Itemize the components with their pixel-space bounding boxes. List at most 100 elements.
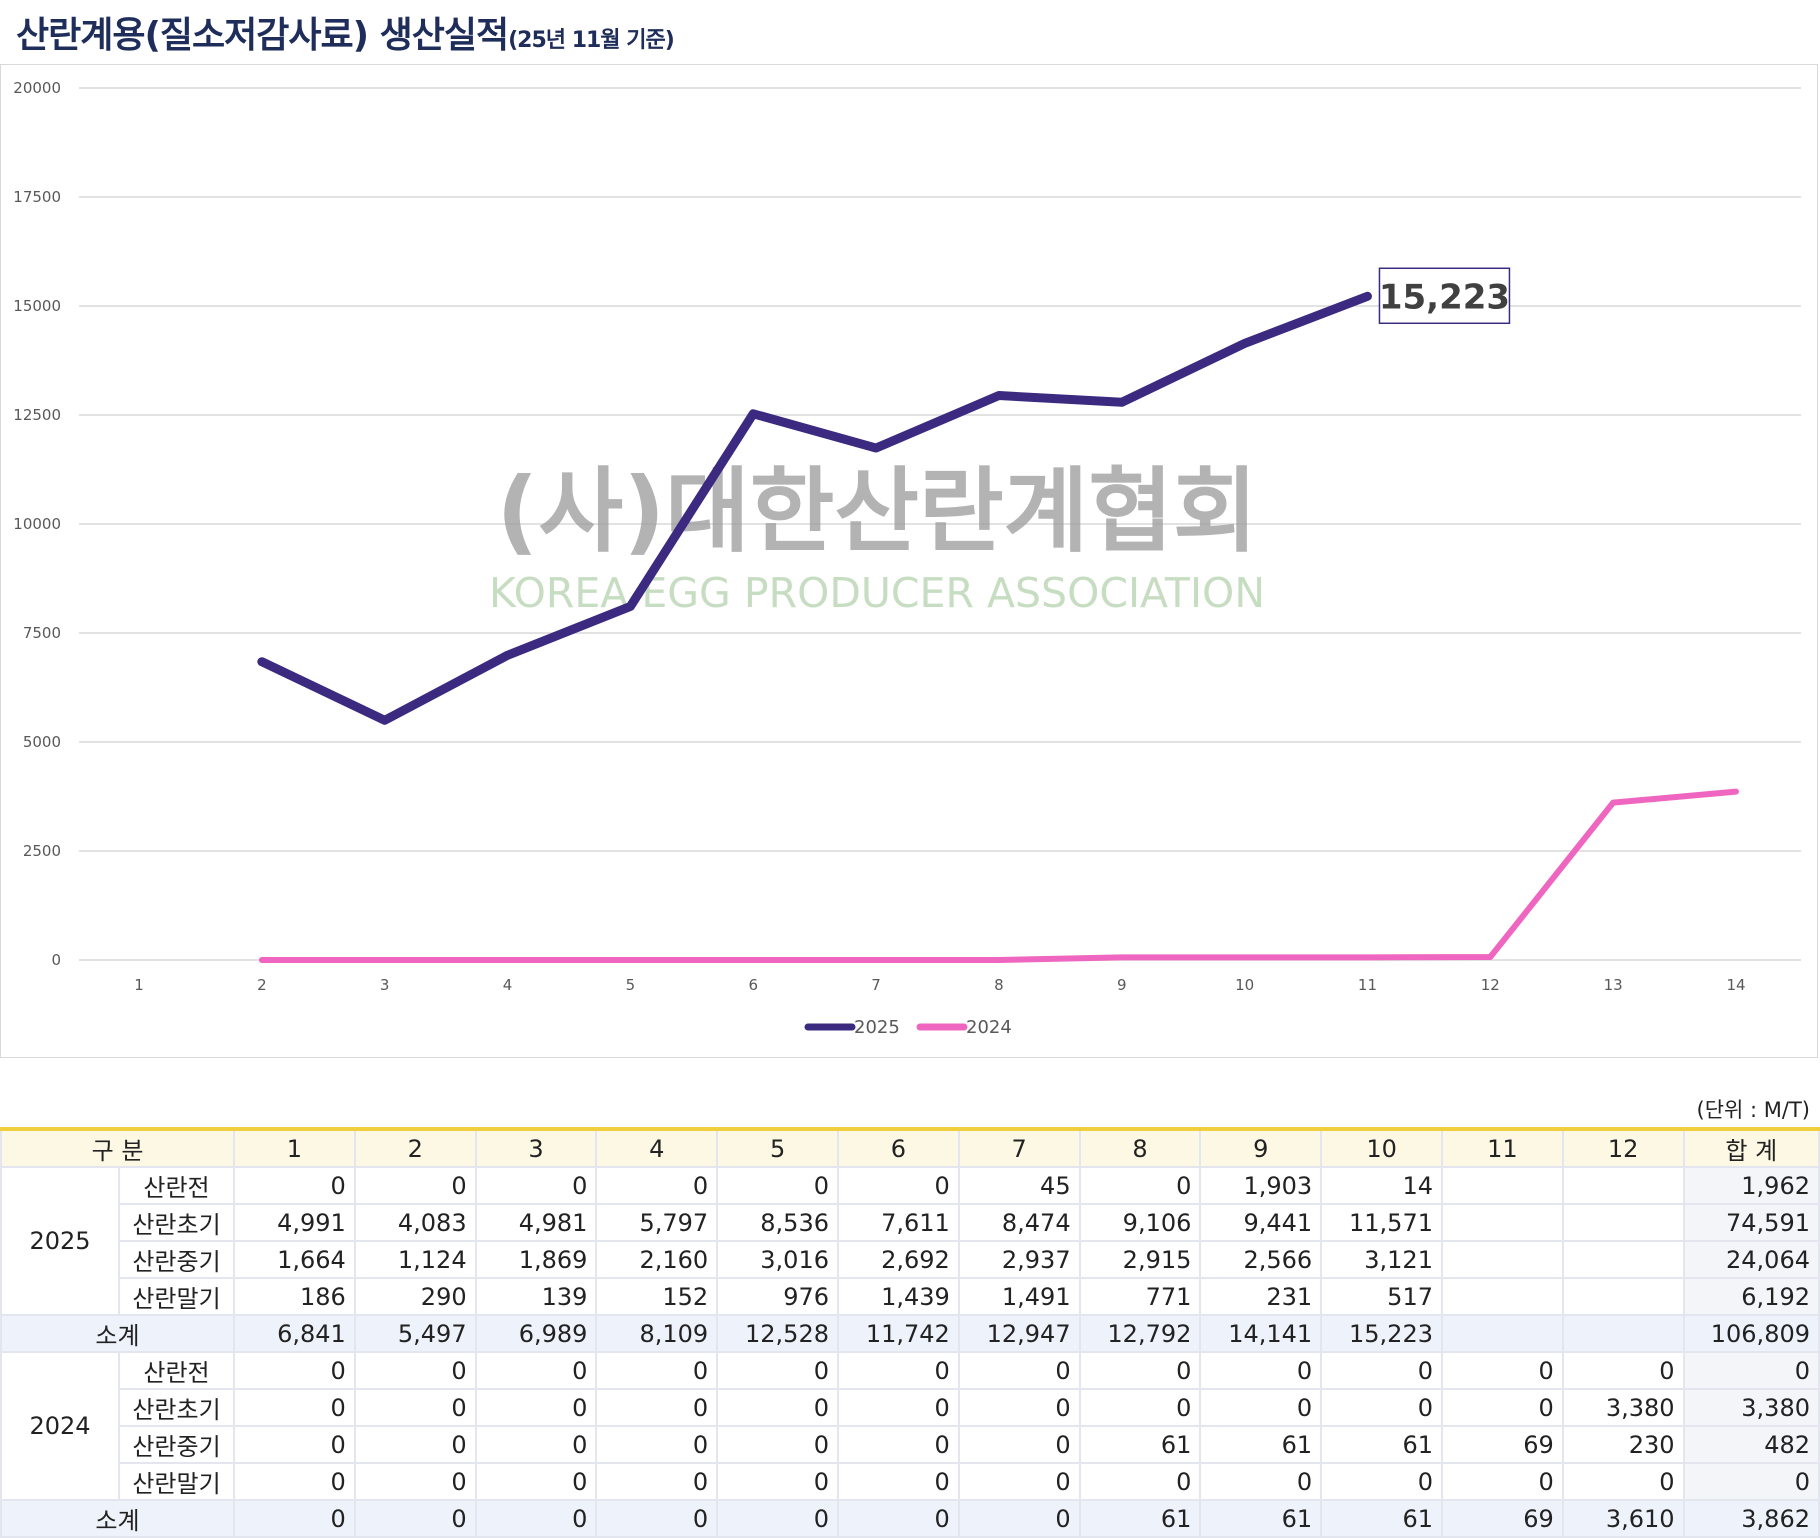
- value-cell: 0: [717, 1463, 838, 1500]
- value-cell: 61: [1080, 1426, 1201, 1463]
- value-cell: 0: [596, 1389, 717, 1426]
- value-cell: 0: [1684, 1463, 1819, 1500]
- value-cell: 0: [717, 1352, 838, 1389]
- value-cell: 4,083: [355, 1204, 476, 1241]
- year-cell: 2024: [1, 1352, 119, 1500]
- x-tick-label: 6: [748, 976, 758, 994]
- value-cell: 0: [234, 1389, 355, 1426]
- y-tick-label: 5000: [23, 733, 61, 751]
- value-cell: 0: [355, 1352, 476, 1389]
- category-cell: 산란전: [119, 1167, 234, 1204]
- series-line-2024: [262, 792, 1736, 960]
- header-cell: 구 분: [1, 1129, 234, 1167]
- value-cell: 2,160: [596, 1241, 717, 1278]
- value-cell: 231: [1200, 1278, 1321, 1315]
- value-cell: 0: [1442, 1463, 1563, 1500]
- value-cell: 7,611: [838, 1204, 959, 1241]
- y-tick-label: 15000: [13, 297, 61, 315]
- value-cell: 0: [1563, 1352, 1684, 1389]
- x-tick-label: 3: [380, 976, 390, 994]
- value-cell: 0: [476, 1463, 597, 1500]
- value-cell: 0: [1442, 1352, 1563, 1389]
- value-cell: 482: [1684, 1426, 1819, 1463]
- value-cell: 0: [1080, 1167, 1201, 1204]
- value-cell: 0: [476, 1389, 597, 1426]
- x-tick-label: 1: [134, 976, 144, 994]
- x-tick-label: 13: [1604, 976, 1623, 994]
- unit-label: (단위 : M/T): [1697, 1094, 1810, 1124]
- value-cell: 8,474: [959, 1204, 1080, 1241]
- value-cell: 0: [838, 1389, 959, 1426]
- value-cell: 1,439: [838, 1278, 959, 1315]
- value-cell: 0: [596, 1352, 717, 1389]
- subtotal-cell: 61: [1080, 1500, 1201, 1537]
- value-cell: 0: [355, 1389, 476, 1426]
- y-tick-label: 10000: [13, 515, 61, 533]
- value-cell: 0: [1200, 1463, 1321, 1500]
- value-cell: 1,664: [234, 1241, 355, 1278]
- value-cell: 9,106: [1080, 1204, 1201, 1241]
- header-cell: 5: [717, 1129, 838, 1167]
- value-cell: 771: [1080, 1278, 1201, 1315]
- value-cell: 0: [596, 1167, 717, 1204]
- x-tick-label: 9: [1117, 976, 1127, 994]
- category-cell: 산란말기: [119, 1278, 234, 1315]
- header-cell: 1: [234, 1129, 355, 1167]
- value-cell: 0: [1684, 1352, 1819, 1389]
- subtotal-label: 소계: [1, 1500, 234, 1537]
- value-cell: 14: [1321, 1167, 1442, 1204]
- value-cell: 61: [1200, 1426, 1321, 1463]
- value-cell: 0: [596, 1426, 717, 1463]
- x-tick-label: 4: [503, 976, 513, 994]
- value-cell: 11,571: [1321, 1204, 1442, 1241]
- value-cell: 0: [234, 1352, 355, 1389]
- page-title: 산란계용(질소저감사료) 생산실적(25년 11월 기준): [16, 6, 674, 58]
- value-cell: 4,991: [234, 1204, 355, 1241]
- watermark-korean: (사)대한산란계협회: [496, 458, 1257, 565]
- value-cell: 69: [1442, 1426, 1563, 1463]
- value-cell: 0: [476, 1426, 597, 1463]
- x-tick-label: 7: [871, 976, 881, 994]
- value-cell: 2,566: [1200, 1241, 1321, 1278]
- subtotal-cell: 0: [838, 1500, 959, 1537]
- value-cell: 0: [1442, 1389, 1563, 1426]
- legend-label-2024: 2024: [966, 1017, 1012, 1038]
- data-label: 15,223: [1379, 277, 1510, 317]
- value-cell: 0: [1321, 1463, 1442, 1500]
- value-cell: 6,192: [1684, 1278, 1819, 1315]
- subtotal-cell: 12,528: [717, 1315, 838, 1352]
- value-cell: 0: [476, 1352, 597, 1389]
- value-cell: 0: [234, 1167, 355, 1204]
- header-cell: 6: [838, 1129, 959, 1167]
- subtotal-cell: 61: [1321, 1500, 1442, 1537]
- subtotal-cell: 61: [1200, 1500, 1321, 1537]
- y-tick-label: 2500: [23, 842, 61, 860]
- value-cell: 0: [1321, 1352, 1442, 1389]
- subtotal-cell: 12,792: [1080, 1315, 1201, 1352]
- value-cell: 0: [476, 1167, 597, 1204]
- subtotal-cell: 11,742: [838, 1315, 959, 1352]
- value-cell: 3,380: [1684, 1389, 1819, 1426]
- legend-label-2025: 2025: [854, 1017, 900, 1038]
- value-cell: 0: [1080, 1352, 1201, 1389]
- y-tick-label: 0: [51, 951, 61, 969]
- category-cell: 산란초기: [119, 1204, 234, 1241]
- value-cell: 976: [717, 1278, 838, 1315]
- value-cell: 0: [355, 1426, 476, 1463]
- header-cell: 2: [355, 1129, 476, 1167]
- value-cell: 1,962: [1684, 1167, 1819, 1204]
- value-cell: 0: [596, 1463, 717, 1500]
- header-cell: 9: [1200, 1129, 1321, 1167]
- value-cell: 0: [1321, 1389, 1442, 1426]
- value-cell: 0: [959, 1426, 1080, 1463]
- value-cell: 152: [596, 1278, 717, 1315]
- y-tick-label: 12500: [13, 406, 61, 424]
- category-cell: 산란중기: [119, 1241, 234, 1278]
- y-tick-label: 17500: [13, 188, 61, 206]
